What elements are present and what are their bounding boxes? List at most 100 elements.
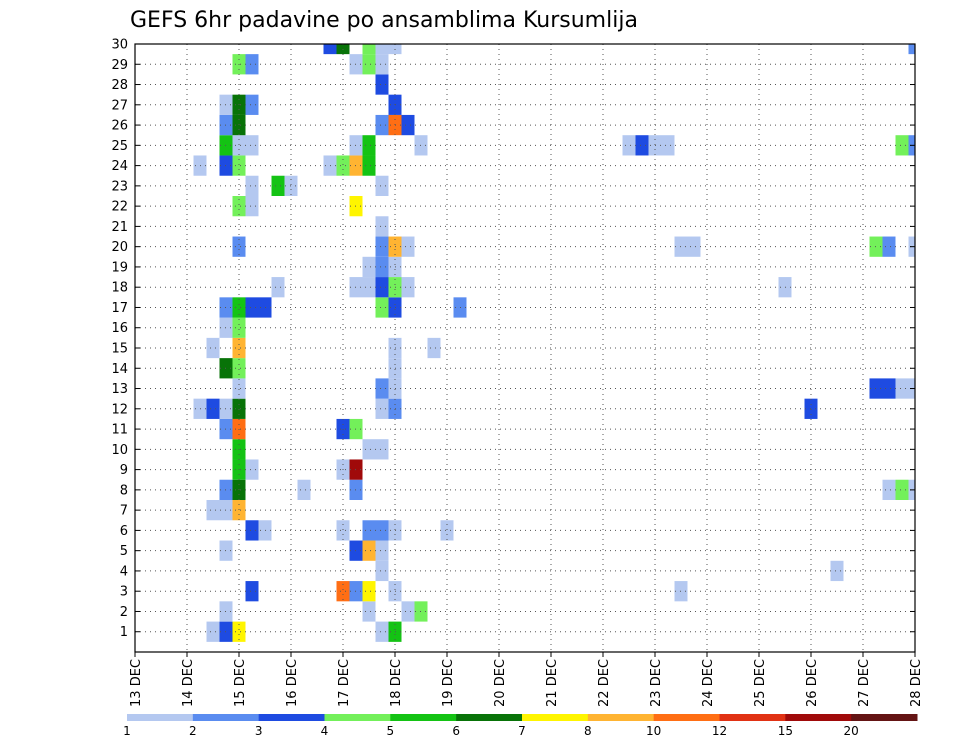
heatmap-cell (206, 500, 220, 521)
heatmap-cell (401, 236, 415, 257)
colorbar-swatch (324, 714, 391, 721)
y-tick-label: 15 (111, 342, 128, 357)
heatmap-cell (245, 297, 259, 318)
y-tick-label: 18 (111, 281, 128, 296)
heatmap-cell (622, 135, 636, 156)
heatmap-cell (687, 236, 701, 257)
colorbar-swatch (192, 714, 260, 721)
heatmap-cell (362, 439, 376, 460)
colorbar-swatch (653, 714, 720, 721)
colorbar-label: 10 (646, 724, 661, 738)
heatmap-cell (375, 216, 389, 237)
colorbar-swatch (456, 714, 523, 721)
colorbar-label: 12 (712, 724, 727, 738)
colorbar-swatch (785, 714, 852, 721)
heatmap-cell (362, 54, 376, 75)
heatmap-cell (206, 621, 220, 642)
heatmap-cell (375, 236, 389, 257)
colorbar-label: 8 (584, 724, 592, 738)
colorbar-swatch (587, 714, 655, 721)
x-tick-label: 14 DEC (181, 659, 196, 707)
y-tick-label: 13 (111, 382, 128, 397)
colorbar-label: 4 (321, 724, 329, 738)
x-tick-label: 24 DEC (701, 659, 716, 707)
heatmap-cell (232, 358, 246, 379)
y-tick-label: 17 (111, 301, 128, 316)
y-tick-label: 7 (120, 504, 128, 519)
heatmap-cell (375, 175, 389, 196)
heatmap-cell (232, 114, 246, 136)
heatmap-cell (375, 277, 389, 298)
y-tick-label: 28 (111, 78, 128, 93)
heatmap-cell (245, 135, 259, 156)
y-tick-label: 6 (120, 524, 128, 539)
y-tick-label: 22 (111, 200, 128, 215)
y-tick-label: 8 (120, 483, 128, 498)
y-tick-label: 21 (111, 220, 128, 235)
colorbar-label: 6 (452, 724, 460, 738)
x-axis: 13 DEC 14 DEC 15 DEC 16 DEC 17 DEC 18 DEC 19 D… (129, 652, 924, 707)
heatmap-cell (232, 378, 246, 399)
heatmap-cell (362, 277, 376, 298)
colorbar-label: 5 (387, 724, 395, 738)
y-tick-label: 4 (120, 564, 128, 579)
heatmap-cell (375, 297, 389, 318)
colorbar-label: 7 (518, 724, 526, 738)
colorbar-swatch (522, 714, 589, 721)
heatmap-cell (895, 479, 909, 500)
y-tick-label: 24 (111, 159, 128, 174)
heatmap-cell (362, 135, 376, 156)
y-tick-label: 14 (111, 362, 128, 377)
y-tick-label: 20 (111, 240, 128, 255)
heatmap-cell (206, 337, 220, 359)
heatmap-cell (375, 520, 389, 541)
x-tick-label: 22 DEC (597, 659, 612, 707)
heatmap-cell (245, 581, 259, 602)
heatmap-cell (232, 337, 246, 359)
heatmap-cell (362, 520, 376, 541)
y-tick-label: 30 (111, 38, 128, 53)
x-tick-label: 25 DEC (753, 659, 768, 707)
heatmap-cell (401, 277, 415, 298)
heatmap-cell (232, 236, 246, 257)
y-tick-label: 5 (120, 544, 128, 559)
heatmap-cell (232, 135, 246, 156)
y-axis: 1234567891011121314151617181920212223242… (111, 38, 915, 640)
x-tick-label: 19 DEC (441, 659, 456, 707)
colorbar-swatch (390, 714, 457, 721)
heatmap-cell (661, 135, 675, 156)
heatmap-cell (362, 155, 376, 176)
heatmap-cell (232, 297, 246, 318)
heatmap-cell (375, 540, 389, 561)
y-tick-label: 23 (111, 179, 128, 194)
heatmap-cell (375, 378, 389, 399)
heatmap-cell (830, 560, 844, 582)
heatmap-cell (336, 581, 350, 602)
colorbar-label: 20 (844, 724, 859, 738)
x-tick-label: 17 DEC (337, 659, 352, 707)
x-tick-label: 27 DEC (857, 659, 872, 707)
y-tick-label: 9 (120, 463, 128, 478)
y-tick-label: 12 (111, 402, 128, 417)
x-tick-label: 18 DEC (389, 659, 404, 707)
heatmap-cell (375, 54, 389, 75)
heatmap-cell (232, 398, 246, 419)
heatmap-cell (882, 479, 896, 500)
heatmap-cell (323, 44, 337, 55)
heatmap-cell (245, 520, 259, 541)
heatmap-cell (362, 256, 376, 278)
heatmap-cell (895, 135, 909, 156)
heatmap-cell (336, 520, 350, 541)
heatmap-cell (297, 479, 311, 500)
colorbar-label: 15 (778, 724, 793, 738)
heatmap-cell (635, 135, 649, 156)
heatmap-cell (882, 378, 896, 399)
colorbar-swatch (127, 714, 194, 721)
x-tick-label: 23 DEC (649, 659, 664, 707)
heatmap-cell (245, 94, 259, 115)
x-tick-label: 26 DEC (805, 659, 820, 707)
colorbar-label: 3 (255, 724, 263, 738)
x-tick-label: 13 DEC (129, 659, 144, 707)
